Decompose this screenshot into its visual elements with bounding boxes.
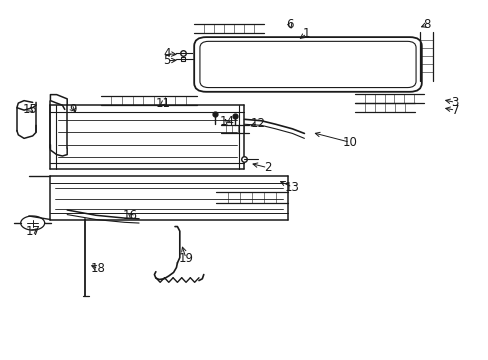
Text: 19: 19: [178, 252, 193, 265]
Text: 8: 8: [422, 18, 429, 31]
Text: 2: 2: [263, 161, 271, 174]
Text: 13: 13: [285, 181, 299, 194]
Text: 12: 12: [250, 117, 265, 130]
Text: 9: 9: [69, 103, 77, 116]
Text: 6: 6: [285, 18, 293, 31]
Text: 4: 4: [163, 47, 170, 60]
Text: 1: 1: [303, 27, 310, 40]
Text: 15: 15: [22, 103, 37, 116]
Text: 10: 10: [342, 136, 357, 149]
Text: 7: 7: [451, 104, 458, 117]
Text: 17: 17: [26, 225, 41, 238]
Text: 16: 16: [122, 209, 138, 222]
Text: 18: 18: [91, 262, 105, 275]
Text: 5: 5: [163, 54, 170, 67]
Text: 11: 11: [155, 96, 170, 109]
Text: 14: 14: [219, 115, 234, 128]
Text: 3: 3: [451, 96, 458, 109]
